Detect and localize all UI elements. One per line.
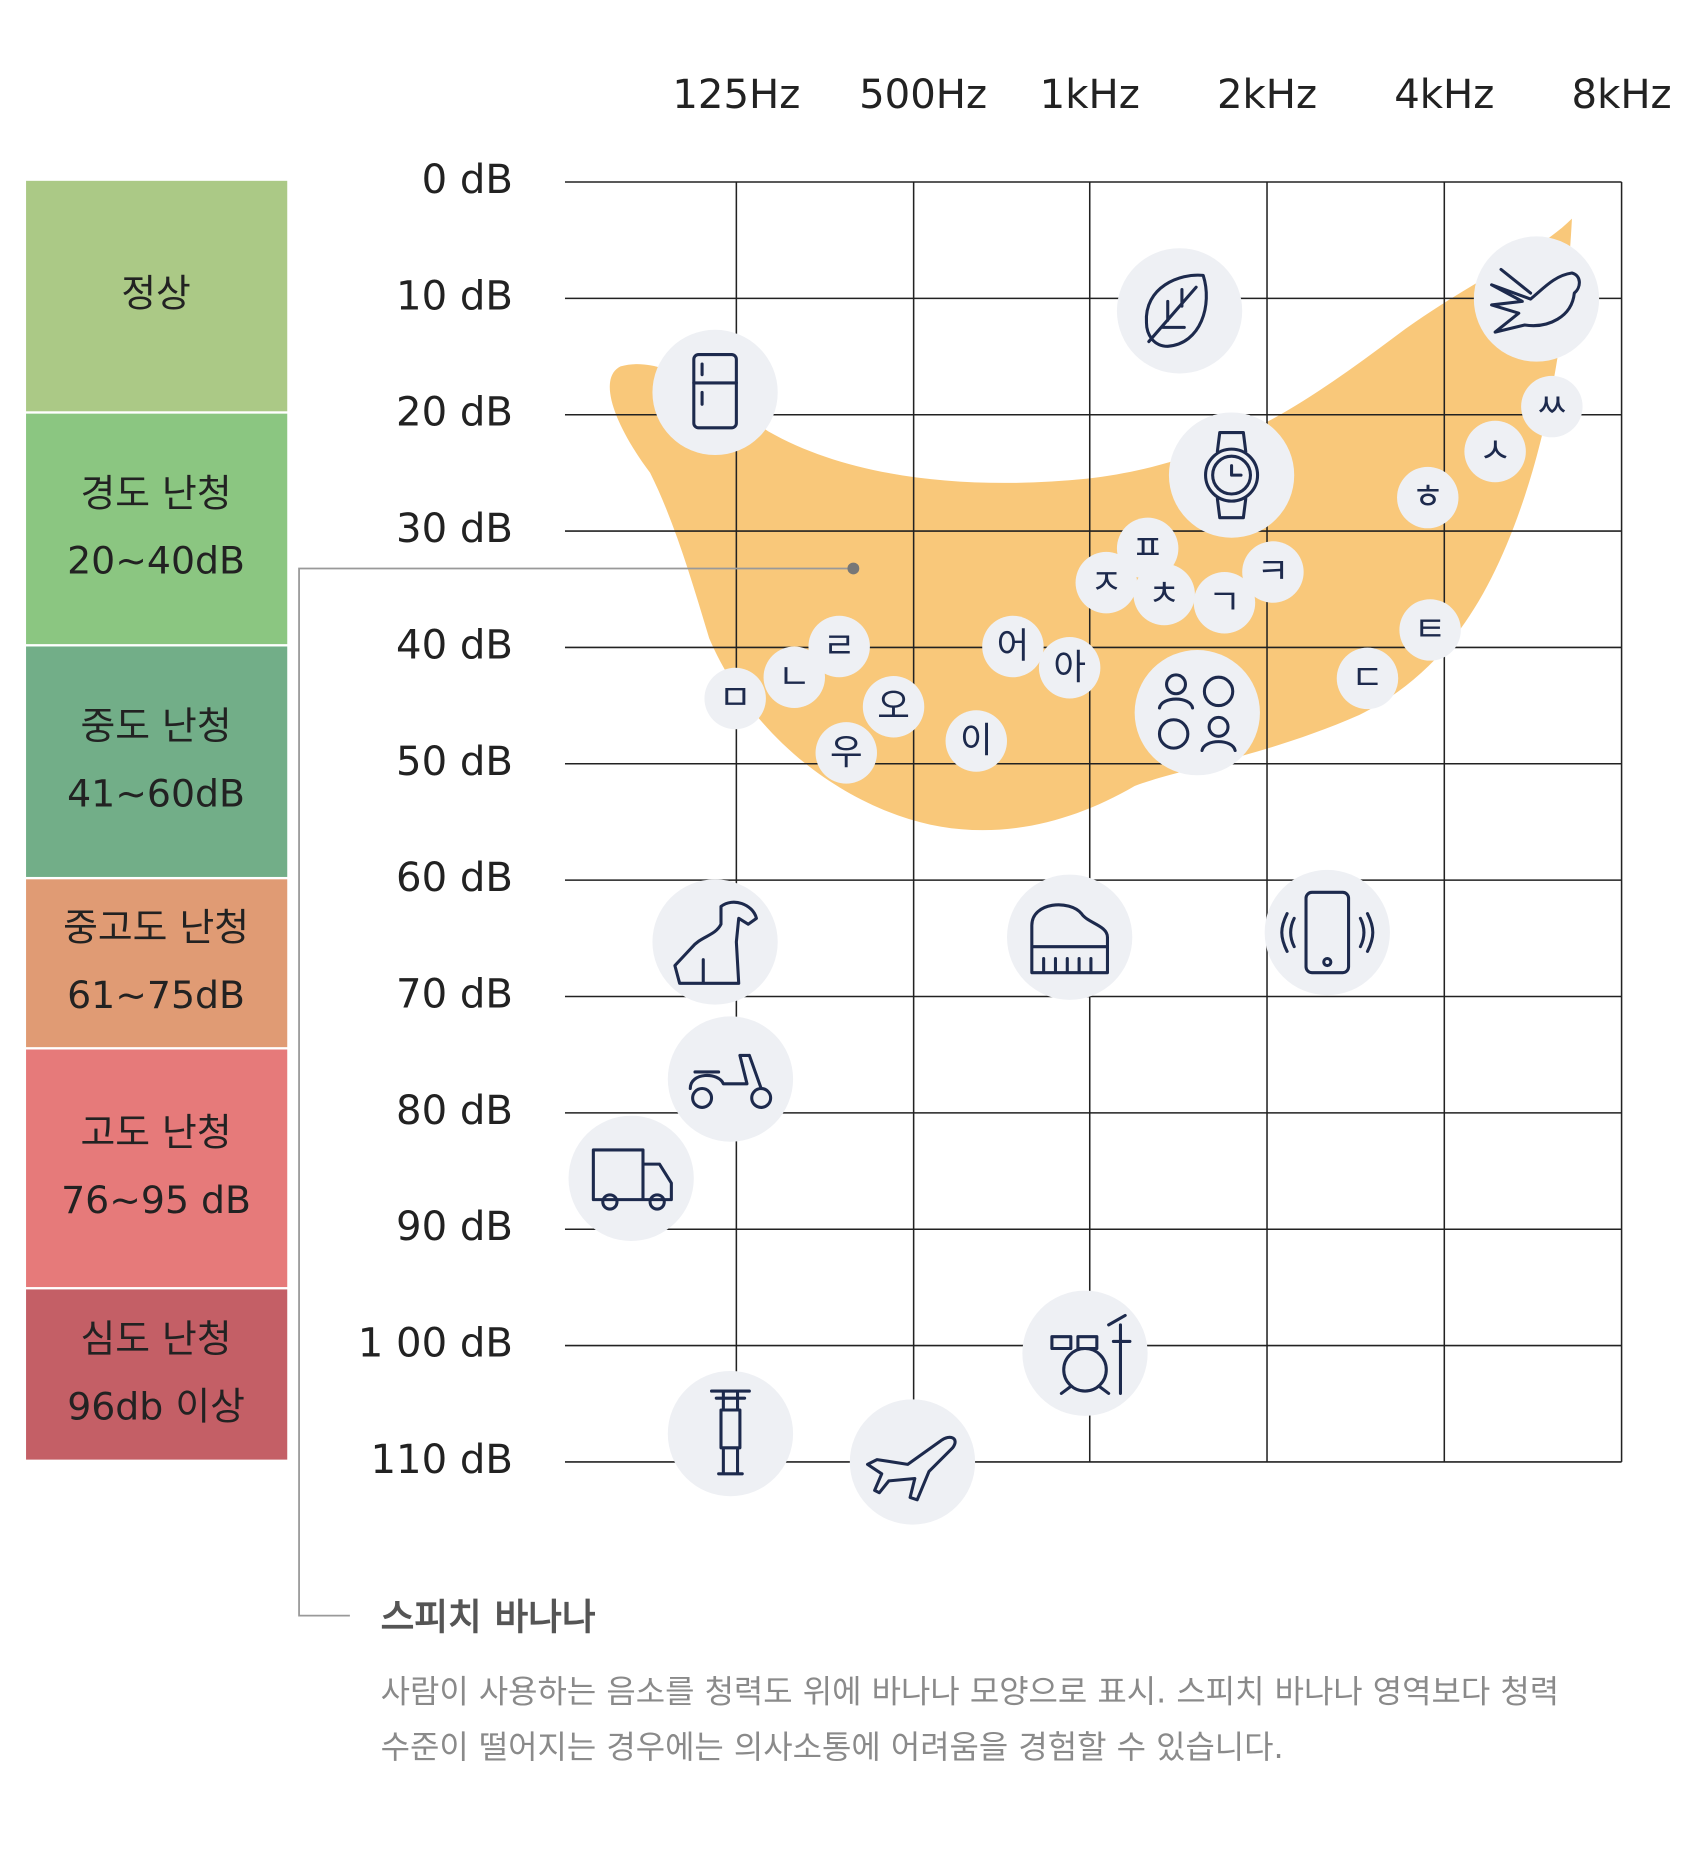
- phoneme-bubble: [1038, 637, 1101, 699]
- piano-icon: [1007, 874, 1133, 1000]
- phoneme-label: ㅎ: [1411, 477, 1444, 518]
- annotation-line: [298, 567, 854, 1617]
- hearing-level-band: [26, 413, 288, 645]
- hearing-level-band: [26, 180, 288, 412]
- banana-title: 스피치 바나나: [381, 1596, 596, 1639]
- db-label: 40 dB: [396, 622, 513, 668]
- phoneme-bubble: [815, 722, 878, 784]
- phoneme-label: ㅌ: [1414, 609, 1447, 650]
- phoneme-bubble: [1242, 541, 1304, 603]
- db-label: 110 dB: [370, 1437, 513, 1483]
- frequency-label: 1kHz: [1040, 72, 1140, 118]
- phoneme-label: ㅋ: [1257, 551, 1290, 592]
- phoneme-label: ㅍ: [1131, 528, 1164, 569]
- scooter-icon: [667, 1016, 794, 1142]
- hearing-level-range: 76~95 dB: [61, 1178, 251, 1222]
- phoneme-label: ㅅ: [1479, 431, 1512, 472]
- airplane-icon: [849, 1399, 976, 1525]
- phoneme-bubble: [1116, 517, 1179, 580]
- phoneme-bubble: [982, 615, 1044, 678]
- annotation-dot: [847, 562, 860, 575]
- hearing-level-band: [26, 646, 288, 877]
- hearing-level-range: 61~75dB: [67, 973, 245, 1017]
- phoneme-bubble: [1075, 551, 1138, 614]
- phoneme-label: ㅊ: [1148, 574, 1181, 615]
- leaf-icon: [1116, 248, 1243, 374]
- db-label: 20 dB: [396, 390, 513, 436]
- bird-icon: [1473, 236, 1600, 362]
- phoneme-label: ㅆ: [1536, 386, 1569, 427]
- conversation-icon: [1134, 650, 1260, 776]
- hearing-level-band: [26, 879, 288, 1048]
- db-label: 90 dB: [396, 1204, 513, 1250]
- phoneme-label: 오: [877, 686, 910, 727]
- db-label: 70 dB: [396, 971, 513, 1017]
- speech-banana-area: [609, 218, 1572, 831]
- banana-description: 수준이 떨어지는 경우에는 의사소통에 어려움을 경험할 수 있습니다.: [381, 1728, 1284, 1766]
- phoneme-bubble: [1336, 647, 1399, 710]
- phoneme-bubble: [704, 667, 766, 730]
- phoneme-bubble: [1193, 572, 1256, 634]
- phoneme-label: 이: [960, 720, 993, 761]
- frequency-label: 125Hz: [672, 72, 800, 118]
- phoneme-bubble: [808, 615, 870, 678]
- phoneme-label: 우: [830, 732, 863, 773]
- db-label: 0 dB: [422, 157, 513, 203]
- hearing-level-name: 심도 난청: [80, 1317, 231, 1361]
- phoneme-label: ㅈ: [1090, 562, 1123, 603]
- phoneme-bubble: [945, 710, 1008, 772]
- phoneme-label: ㄷ: [1351, 658, 1384, 699]
- hearing-level-range: 41~60dB: [67, 771, 245, 815]
- truck-icon: [568, 1115, 694, 1241]
- hearing-level-band: [26, 1289, 288, 1460]
- banana-description: 사람이 사용하는 음소를 청력도 위에 바나나 모양으로 표시. 스피치 바나나…: [381, 1673, 1559, 1711]
- db-label: 30 dB: [396, 506, 513, 552]
- phoneme-bubble: [1397, 466, 1459, 529]
- phoneme-label: ㄱ: [1208, 582, 1241, 623]
- phoneme-label: 아: [1053, 647, 1086, 688]
- dog-icon: [652, 879, 778, 1005]
- phoneme-bubble: [763, 646, 825, 708]
- phoneme-bubble: [1464, 420, 1526, 483]
- phoneme-bubble: [1399, 599, 1461, 661]
- hydrant-icon: [667, 1370, 794, 1497]
- db-label: 60 dB: [396, 855, 513, 901]
- phoneme-label: 어: [997, 626, 1030, 667]
- db-label: 1 00 dB: [358, 1321, 513, 1367]
- hearing-level-range: 96db 이상: [67, 1384, 245, 1428]
- drums-icon: [1022, 1290, 1148, 1416]
- hearing-level-range: 20~40dB: [67, 539, 245, 583]
- fridge-icon: [652, 329, 778, 456]
- frequency-label: 4kHz: [1394, 72, 1494, 118]
- db-label: 50 dB: [396, 739, 513, 785]
- db-label: 80 dB: [396, 1088, 513, 1134]
- hearing-level-band: [26, 1049, 288, 1288]
- frequency-label: 8kHz: [1572, 72, 1672, 118]
- hearing-level-name: 정상: [121, 272, 191, 316]
- frequency-label: 2kHz: [1217, 72, 1317, 118]
- watch-icon: [1168, 412, 1295, 538]
- phoneme-label: ㄴ: [778, 656, 811, 697]
- phoneme-label: ㅁ: [719, 678, 752, 719]
- phoneme-bubble: [862, 676, 925, 738]
- hearing-level-name: 중도 난청: [80, 704, 231, 748]
- phoneme-bubble: [1133, 563, 1195, 626]
- frequency-label: 500Hz: [859, 72, 987, 118]
- db-label: 10 dB: [396, 273, 513, 319]
- phoneme-bubble: [1521, 375, 1583, 438]
- phoneme-label: ㄹ: [823, 626, 856, 667]
- hearing-level-name: 중고도 난청: [63, 906, 249, 950]
- hearing-level-name: 고도 난청: [80, 1111, 231, 1155]
- hearing-level-name: 경도 난청: [80, 471, 231, 515]
- phone-icon: [1264, 869, 1390, 996]
